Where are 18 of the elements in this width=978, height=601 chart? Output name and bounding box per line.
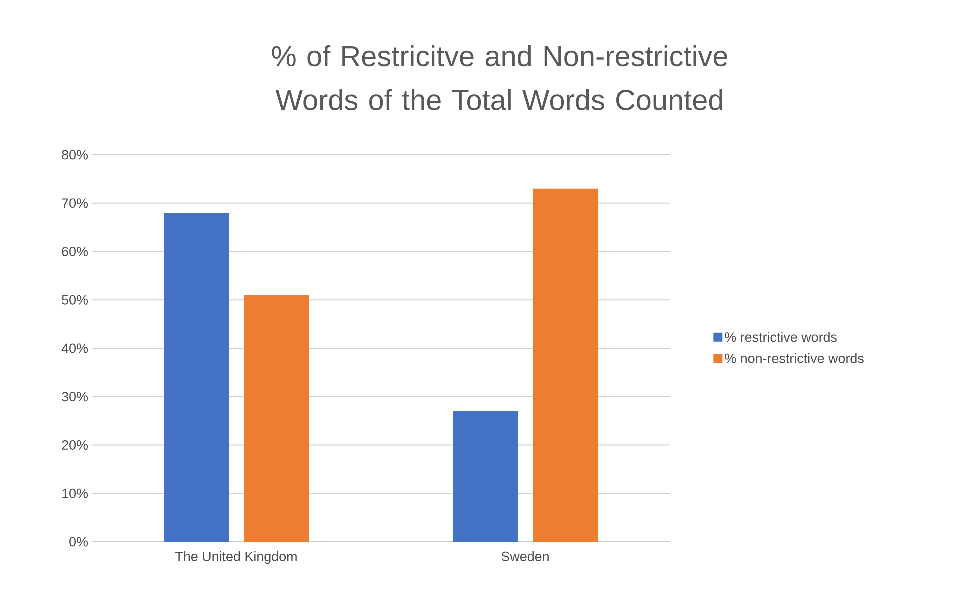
chart-title: % of Restricitve and Non-restrictive Words of the Total Words Counted xyxy=(272,45,728,111)
x-tick-label: The United Kingdom xyxy=(176,552,297,564)
x-tick-label: Sweden xyxy=(502,552,549,562)
legend-label: % non-restrictive words xyxy=(725,353,864,364)
legend-label: % restrictive words xyxy=(725,332,837,342)
y-tick-label: 0% xyxy=(70,537,88,547)
y-tick-label: 60% xyxy=(62,246,88,256)
y-tick-label: 80% xyxy=(62,150,88,160)
y-tick-label: 20% xyxy=(62,440,88,450)
y-tick-label: 50% xyxy=(62,295,88,305)
y-tick-label: 30% xyxy=(62,392,88,402)
y-tick-label: 70% xyxy=(62,198,88,208)
bar xyxy=(244,295,310,542)
y-tick-label: 40% xyxy=(62,344,88,354)
bar xyxy=(533,188,598,542)
bar xyxy=(164,213,230,542)
y-tick-label: 10% xyxy=(62,488,88,498)
bar xyxy=(453,411,518,542)
